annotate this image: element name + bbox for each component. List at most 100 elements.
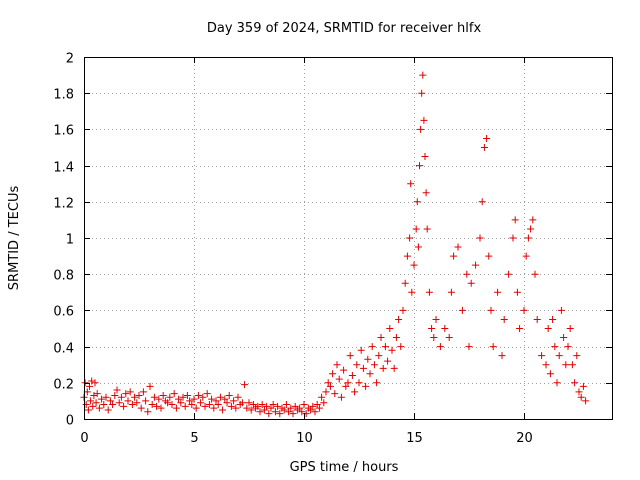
data-point bbox=[126, 388, 134, 396]
data-point bbox=[93, 390, 101, 398]
data-point bbox=[84, 406, 92, 414]
data-point bbox=[194, 391, 202, 399]
data-point bbox=[309, 402, 317, 410]
data-point bbox=[271, 408, 279, 416]
data-point bbox=[318, 393, 326, 401]
data-point bbox=[348, 372, 356, 380]
data-point bbox=[260, 406, 268, 414]
data-point bbox=[81, 379, 89, 387]
y-tick-label: 1.6 bbox=[53, 124, 74, 139]
data-point bbox=[282, 401, 290, 409]
data-point bbox=[340, 366, 348, 374]
data-point bbox=[137, 404, 145, 412]
data-point bbox=[416, 162, 423, 170]
data-point bbox=[214, 401, 222, 409]
data-point bbox=[82, 401, 90, 409]
data-point bbox=[344, 379, 352, 387]
data-point bbox=[320, 399, 328, 407]
data-point bbox=[254, 402, 262, 410]
data-point bbox=[322, 388, 330, 396]
y-tick-label: 1.4 bbox=[53, 161, 74, 176]
data-point bbox=[144, 408, 152, 416]
data-point bbox=[577, 393, 585, 401]
data-point bbox=[359, 364, 367, 372]
data-point bbox=[505, 270, 513, 278]
data-point bbox=[212, 397, 220, 405]
data-point bbox=[92, 399, 100, 407]
data-point bbox=[219, 406, 227, 414]
data-point bbox=[566, 325, 574, 332]
data-point bbox=[210, 404, 218, 412]
y-tick-label: 0.8 bbox=[53, 269, 74, 284]
data-point bbox=[166, 393, 174, 401]
x-tick-label: 15 bbox=[406, 431, 423, 446]
data-point bbox=[357, 346, 365, 354]
data-point bbox=[353, 361, 361, 369]
x-tick-label: 10 bbox=[296, 431, 313, 446]
data-point bbox=[430, 334, 438, 342]
data-point bbox=[302, 410, 310, 418]
data-point bbox=[432, 315, 440, 323]
data-point bbox=[247, 406, 255, 414]
data-point bbox=[159, 391, 167, 399]
data-point bbox=[544, 325, 552, 332]
data-point bbox=[142, 397, 150, 405]
data-point bbox=[241, 381, 249, 389]
data-point bbox=[447, 288, 455, 296]
data-point bbox=[201, 402, 209, 410]
data-point bbox=[406, 234, 414, 242]
data-point bbox=[269, 401, 277, 409]
data-point bbox=[106, 397, 114, 405]
data-point bbox=[407, 180, 415, 188]
data-point bbox=[381, 343, 389, 351]
data-point bbox=[472, 261, 480, 269]
data-point bbox=[109, 401, 117, 409]
data-point bbox=[571, 379, 579, 387]
data-point bbox=[280, 406, 288, 414]
data-point bbox=[513, 288, 521, 296]
data-point bbox=[408, 288, 416, 296]
x-tick-label: 0 bbox=[80, 431, 88, 446]
data-point bbox=[223, 399, 231, 407]
data-point bbox=[100, 401, 108, 409]
data-point bbox=[375, 352, 383, 360]
data-point bbox=[111, 391, 119, 399]
data-point bbox=[135, 391, 143, 399]
data-point bbox=[128, 401, 136, 409]
data-point bbox=[419, 71, 427, 79]
data-point bbox=[258, 401, 266, 409]
data-point bbox=[483, 134, 491, 142]
data-point bbox=[311, 408, 319, 416]
data-point bbox=[355, 379, 363, 387]
data-point bbox=[454, 243, 462, 251]
data-point bbox=[313, 401, 321, 409]
data-point bbox=[331, 390, 339, 398]
data-point bbox=[120, 402, 128, 410]
data-point bbox=[467, 279, 475, 287]
data-point bbox=[238, 399, 246, 407]
data-point bbox=[413, 198, 421, 206]
data-point bbox=[133, 399, 141, 407]
data-point bbox=[315, 404, 323, 412]
data-point bbox=[131, 393, 139, 401]
data-point bbox=[298, 408, 306, 416]
data-point bbox=[90, 391, 98, 399]
data-point bbox=[373, 379, 381, 387]
data-point bbox=[230, 397, 238, 405]
data-point bbox=[87, 397, 95, 405]
data-point bbox=[531, 270, 539, 278]
data-point bbox=[243, 404, 251, 412]
data-point bbox=[379, 364, 387, 372]
data-point bbox=[122, 390, 130, 398]
data-point bbox=[95, 404, 103, 412]
y-tick-label: 2 bbox=[66, 52, 74, 67]
data-point bbox=[441, 325, 449, 332]
data-point bbox=[494, 288, 502, 296]
data-point bbox=[551, 343, 559, 351]
data-point bbox=[164, 399, 172, 407]
data-point bbox=[410, 261, 418, 269]
data-point bbox=[370, 361, 378, 369]
data-point bbox=[183, 391, 191, 399]
data-point bbox=[498, 352, 506, 360]
